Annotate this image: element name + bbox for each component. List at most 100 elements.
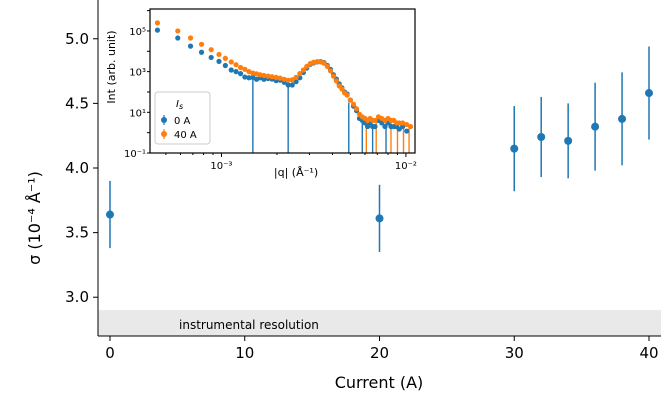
inset-point-0-52 bbox=[382, 123, 388, 130]
inset-point-0-23 bbox=[293, 79, 299, 85]
main-xticks: 0 10 20 30 40 bbox=[105, 336, 659, 362]
inset-point-0-59 bbox=[404, 128, 410, 134]
inset-point-1-15 bbox=[261, 72, 267, 79]
inset-point-1-22 bbox=[289, 77, 295, 83]
main-ytick-label-2: 4.0 bbox=[65, 159, 89, 177]
inset-legend: Is 0 A 40 A bbox=[154, 91, 211, 145]
inset-ytick-label-2: 10¹ bbox=[129, 108, 146, 119]
main-ytick-label-4: 5.0 bbox=[65, 30, 89, 48]
inset-point-0-10 bbox=[242, 74, 248, 80]
main-xtick-label-1: 10 bbox=[235, 344, 254, 362]
inset-point-0-2 bbox=[187, 43, 194, 49]
legend-label-40a: 40 A bbox=[174, 130, 197, 141]
inset-point-1-1 bbox=[175, 28, 181, 34]
inset-point-1-6 bbox=[222, 55, 228, 61]
main-ytick-label-0: 3.0 bbox=[65, 288, 89, 306]
inset-point-1-9 bbox=[237, 64, 244, 71]
inset-point-0-1 bbox=[175, 35, 181, 41]
inset-point-1-35 bbox=[333, 78, 340, 84]
inset-point-0-5 bbox=[216, 58, 222, 64]
inset-point-1-58 bbox=[400, 120, 406, 126]
inset-point-1-10 bbox=[242, 66, 248, 72]
data-point-0 bbox=[106, 210, 114, 219]
inset-point-1-24 bbox=[297, 71, 303, 77]
inset-point-0-22 bbox=[289, 82, 295, 88]
inset-point-1-2 bbox=[187, 35, 194, 41]
inset-point-1-34 bbox=[330, 73, 337, 79]
inset-point-0-58 bbox=[400, 123, 406, 130]
inset-xticks: 10⁻³ 10⁻² bbox=[165, 153, 417, 172]
data-point-3 bbox=[537, 132, 546, 141]
inset-point-1-26 bbox=[304, 63, 310, 70]
inset-xtick-label-0: 10⁻³ bbox=[210, 161, 232, 172]
inset-dropouts bbox=[252, 79, 410, 153]
inset-point-1-20 bbox=[281, 76, 287, 82]
inset-point-0-4 bbox=[208, 54, 214, 61]
data-point-2 bbox=[510, 144, 519, 153]
inset-point-0-0 bbox=[154, 27, 161, 33]
inset-point-0-6 bbox=[222, 62, 228, 69]
inset-point-1-5 bbox=[216, 51, 222, 58]
inset-ytick-label-0: 10⁵ bbox=[129, 27, 146, 38]
inset-ylabel: Int (arb. unit) bbox=[105, 30, 118, 103]
inset-point-1-31 bbox=[321, 60, 327, 66]
data-point-6 bbox=[618, 114, 627, 123]
inset-point-0-15 bbox=[261, 76, 267, 82]
inset-point-1-3 bbox=[198, 41, 205, 47]
inset-chart: 10⁻³ 10⁻² 10⁵ 10³ 10¹ 10⁻¹ |q| (Å⁻¹) Int (ar… bbox=[105, 8, 417, 179]
legend-marker-0a bbox=[161, 117, 167, 123]
main-chart: instrumental resolution 0 10 20 30 40 3.0 3.5… bbox=[25, 0, 661, 392]
inset-ytick-label-1: 10³ bbox=[129, 68, 146, 79]
inset-xtick-label-1: 10⁻² bbox=[395, 161, 417, 172]
main-xtick-label-0: 0 bbox=[105, 344, 115, 362]
inset-point-1-49 bbox=[372, 117, 378, 124]
inset-point-1-23 bbox=[293, 74, 299, 81]
inset-point-1-39 bbox=[344, 92, 350, 98]
inset-point-1-14 bbox=[257, 72, 263, 78]
legend-label-0a: 0 A bbox=[174, 116, 191, 127]
inset-point-0-21 bbox=[285, 82, 291, 88]
inset-point-1-18 bbox=[273, 74, 279, 81]
inset-point-0-8 bbox=[233, 69, 239, 75]
inset-point-1-25 bbox=[300, 67, 306, 73]
main-xtick-label-2: 20 bbox=[370, 344, 389, 362]
inset-point-1-19 bbox=[277, 75, 283, 81]
main-xlabel: Current (A) bbox=[335, 373, 424, 392]
main-ytick-label-1: 3.5 bbox=[65, 224, 89, 242]
inset-point-1-7 bbox=[228, 59, 234, 65]
inset-point-1-32 bbox=[324, 63, 330, 70]
data-point-4 bbox=[564, 136, 573, 145]
inset-point-0-7 bbox=[228, 67, 234, 73]
legend-title: Is bbox=[176, 99, 183, 111]
data-point-5 bbox=[591, 122, 600, 131]
inset-point-1-17 bbox=[269, 74, 275, 80]
data-point-1 bbox=[375, 214, 384, 223]
inset-yticks: 10⁵ 10³ 10¹ 10⁻¹ bbox=[124, 10, 150, 160]
inset-point-1-42 bbox=[353, 106, 360, 112]
data-point-7 bbox=[645, 89, 653, 98]
inset-point-1-33 bbox=[327, 68, 334, 74]
inset-point-0-49 bbox=[372, 123, 378, 130]
main-xtick-label-4: 40 bbox=[639, 344, 658, 362]
inset-ytick-label-3: 10⁻¹ bbox=[124, 149, 146, 160]
main-yticks: 3.0 3.5 4.0 4.5 5.0 bbox=[65, 30, 98, 306]
inset-point-1-0 bbox=[154, 20, 161, 26]
inset-point-1-4 bbox=[208, 47, 214, 53]
inset-point-1-16 bbox=[265, 73, 271, 79]
resolution-band bbox=[98, 310, 661, 336]
inset-point-1-59 bbox=[404, 121, 410, 128]
inset-series bbox=[154, 20, 414, 134]
inset-point-0-3 bbox=[198, 49, 205, 55]
inset-frame bbox=[149, 8, 416, 154]
inset-point-0-11 bbox=[246, 75, 252, 81]
inset-point-1-41 bbox=[350, 101, 357, 107]
main-xtick-label-3: 30 bbox=[505, 344, 524, 362]
main-ylabel: σ (10⁻⁴ Å⁻¹) bbox=[25, 171, 44, 265]
inset-point-1-37 bbox=[339, 86, 345, 92]
legend-box bbox=[154, 91, 211, 145]
main-points bbox=[106, 89, 653, 223]
inset-xlabel: |q| (Å⁻¹) bbox=[274, 166, 318, 179]
main-ytick-label-3: 4.5 bbox=[65, 94, 89, 112]
inset-point-1-60 bbox=[407, 123, 414, 130]
